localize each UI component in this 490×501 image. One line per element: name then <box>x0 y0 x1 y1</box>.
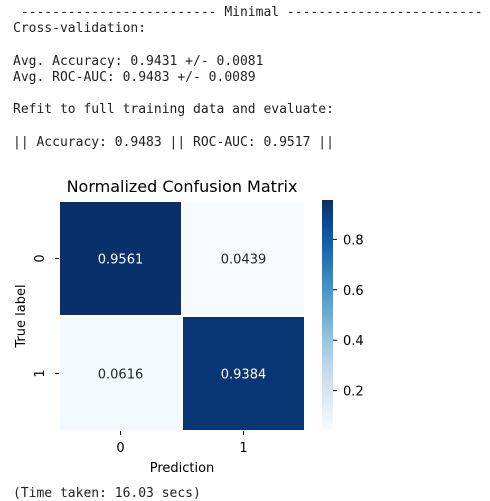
cell-value-label: 0.0439 <box>221 253 267 268</box>
y-tick-label: 0 <box>33 254 48 262</box>
x-tick-label: 0 <box>116 441 124 456</box>
heatmap-cell <box>58 315 183 432</box>
heatmap-cell <box>181 315 306 432</box>
heatmap-cell <box>58 200 183 317</box>
y-tick-label: 1 <box>33 369 48 377</box>
confusion-matrix-chart: Normalized Confusion Matrix 0.9561 0.0439… <box>14 177 364 476</box>
x-axis-label: Prediction <box>150 461 215 476</box>
refit-result: || Accuracy: 0.9483 || ROC-AUC: 0.9517 |… <box>13 135 334 150</box>
cv-rocauc: Avg. ROC-AUC: 0.9483 +/- 0.0089 <box>13 70 256 85</box>
cv-accuracy: Avg. Accuracy: 0.9431 +/- 0.0081 <box>13 54 264 69</box>
colorbar <box>322 200 333 430</box>
cv-title: Cross-validation: <box>13 21 147 36</box>
colorbar-tick-label: 0.6 <box>343 284 364 299</box>
y-axis-label: True label <box>14 284 29 348</box>
x-tick-label: 1 <box>239 441 247 456</box>
colorbar-tick-label: 0.2 <box>343 385 364 400</box>
cell-value-label: 0.9384 <box>221 368 267 383</box>
cell-value-label: 0.9561 <box>98 253 144 268</box>
colorbar-tick-label: 0.4 <box>343 334 364 349</box>
time-taken: (Time taken: 16.03 secs) <box>13 486 201 501</box>
cell-value-label: 0.0616 <box>98 368 144 383</box>
refit-title: Refit to full training data and evaluate… <box>13 102 334 117</box>
colorbar-tick-label: 0.8 <box>343 233 364 248</box>
chart-title: Normalized Confusion Matrix <box>67 177 298 196</box>
section-header: ------------------------- Minimal ------… <box>13 5 483 20</box>
heatmap-cell <box>181 200 306 317</box>
